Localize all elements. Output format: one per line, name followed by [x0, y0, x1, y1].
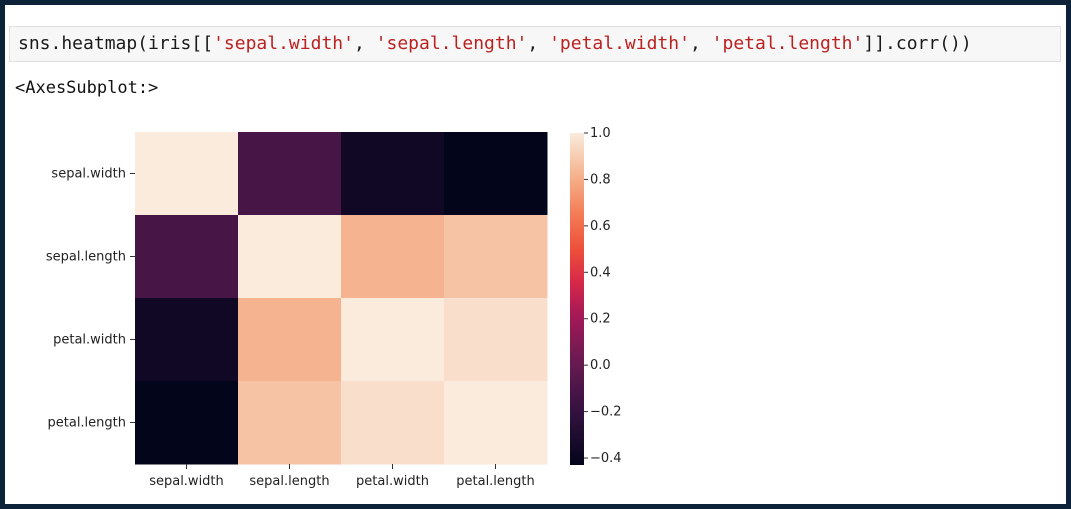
- y-tick-label: sepal.width: [51, 167, 126, 182]
- heatmap-cell: [341, 215, 445, 299]
- heatmap-cell: [444, 298, 548, 382]
- x-tick-label: petal.width: [356, 474, 429, 489]
- code-token: ,: [353, 33, 376, 54]
- code-token: ]].corr()): [863, 33, 972, 54]
- code-line[interactable]: sns.heatmap(iris[['sepal.width', 'sepal.…: [18, 32, 972, 56]
- colorbar-tick-label: 0.8: [590, 172, 611, 187]
- heatmap-cell: [444, 132, 548, 216]
- output-repr: <AxesSubplot:>: [15, 78, 159, 98]
- colorbar-tick-label: 0.6: [590, 219, 611, 234]
- y-tick-label: petal.length: [48, 416, 127, 431]
- colorbar-tick-label: 0.0: [590, 358, 611, 373]
- heatmap-cell: [238, 132, 342, 216]
- code-string-token: 'petal.width': [549, 33, 690, 54]
- code-string-token: 'petal.length': [711, 33, 864, 54]
- code-token: sns.heatmap(iris[[: [18, 33, 214, 54]
- colorbar-tick-label: 0.4: [590, 265, 611, 280]
- colorbar: [570, 133, 584, 465]
- code-token: ,: [527, 33, 550, 54]
- heatmap-cell: [341, 298, 445, 382]
- colorbar-tick-label: −0.2: [590, 405, 622, 420]
- heatmap-cell: [135, 381, 239, 465]
- colorbar-tick-label: 1.0: [590, 126, 611, 141]
- code-token: ,: [689, 33, 712, 54]
- colorbar-tick-label: −0.4: [590, 451, 622, 466]
- x-tick-label: sepal.width: [149, 474, 224, 489]
- heatmap-chart: sepal.width sepal.length petal.width petal.…: [46, 126, 622, 489]
- heatmap-cell: [238, 298, 342, 382]
- code-string-token: 'sepal.width': [213, 33, 354, 54]
- notebook-panel: sns.heatmap(iris[['sepal.width', 'sepal.…: [5, 5, 1066, 504]
- heatmap-cell: [135, 215, 239, 299]
- heatmap-cell: [341, 132, 445, 216]
- y-tick-label: sepal.length: [46, 250, 126, 265]
- colorbar-tick-label: 0.2: [590, 312, 611, 327]
- code-string-token: 'sepal.length': [375, 33, 528, 54]
- heatmap-cell: [238, 381, 342, 465]
- heatmap-cell: [444, 215, 548, 299]
- heatmap-cell: [135, 298, 239, 382]
- heatmap-cell: [341, 381, 445, 465]
- code-cell[interactable]: sns.heatmap(iris[['sepal.width', 'sepal.…: [9, 26, 1061, 62]
- heatmap-cell: [238, 215, 342, 299]
- x-tick-label: sepal.length: [249, 474, 329, 489]
- heatmap-cell: [444, 381, 548, 465]
- heatmap-cell: [135, 132, 239, 216]
- x-tick-label: petal.length: [456, 474, 535, 489]
- y-tick-label: petal.width: [53, 333, 126, 348]
